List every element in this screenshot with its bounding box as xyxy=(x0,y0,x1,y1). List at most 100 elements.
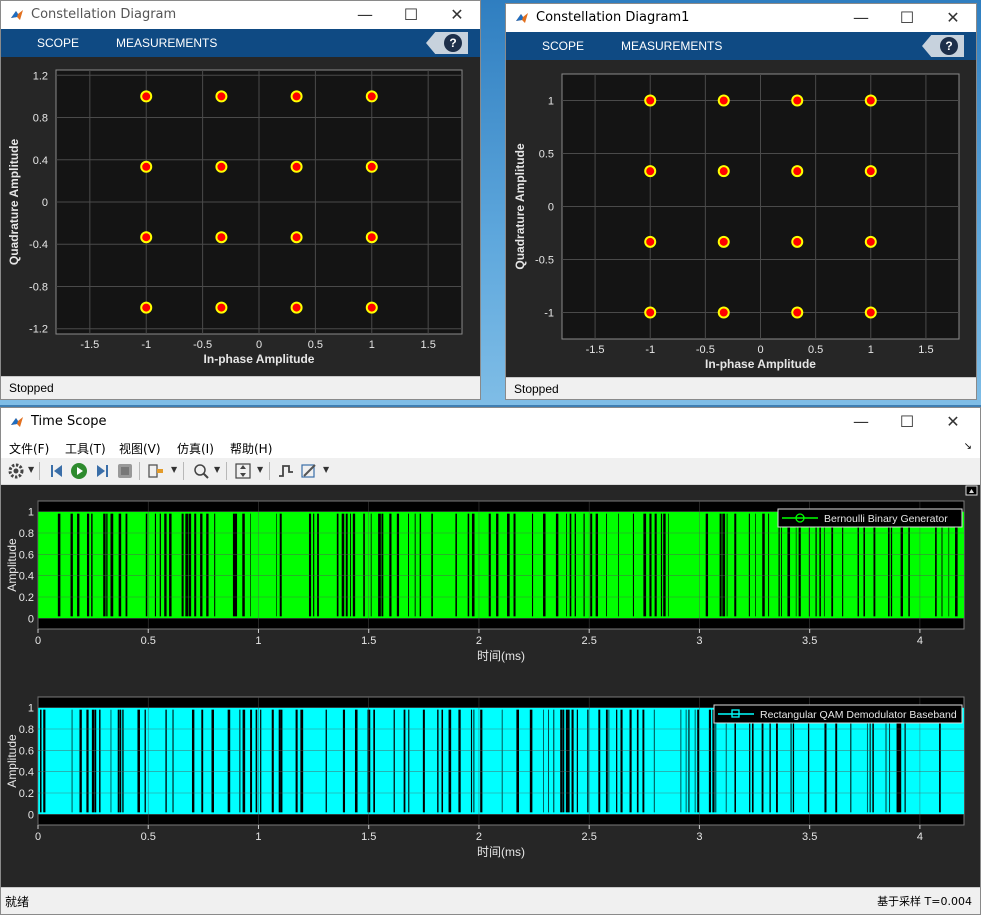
chevron-down-icon[interactable]: ▼ xyxy=(28,465,35,474)
signal-gap xyxy=(543,709,544,813)
constellation-point xyxy=(791,306,804,319)
signal-gap xyxy=(567,709,570,813)
signal-gap xyxy=(276,513,277,617)
maximize-button[interactable]: ☐ xyxy=(899,412,915,431)
x-tick-label: 0.5 xyxy=(141,635,156,647)
step-forward-icon[interactable] xyxy=(93,462,111,480)
signal-gap xyxy=(632,513,634,617)
help-button[interactable]: ? xyxy=(940,37,958,55)
signal-gap xyxy=(235,513,238,617)
legend-box xyxy=(713,704,963,724)
signal-gap xyxy=(629,709,632,813)
undock-icon-arrow xyxy=(969,489,974,493)
signal-gap xyxy=(513,513,516,617)
stop-icon[interactable] xyxy=(116,462,134,480)
x-tick-label: 2.5 xyxy=(582,831,597,843)
signal-gap xyxy=(887,513,890,617)
tab-scope[interactable]: SCOPE xyxy=(37,36,80,50)
zoom-icon[interactable] xyxy=(191,462,211,480)
y-tick-label: 0.2 xyxy=(19,788,34,800)
signal-gap xyxy=(86,709,89,813)
gear-icon[interactable] xyxy=(7,462,25,480)
signal-gap xyxy=(890,513,893,617)
signal-gap xyxy=(91,709,95,813)
close-button[interactable]: ✕ xyxy=(450,5,464,24)
tab-scope[interactable]: SCOPE xyxy=(542,39,585,53)
dock-arrow-icon[interactable]: ↘ xyxy=(963,441,972,452)
constellation-point xyxy=(717,165,730,178)
y-tick-label: 0 xyxy=(28,809,34,821)
signal-gap xyxy=(496,513,499,617)
close-button[interactable]: ✕ xyxy=(946,8,960,27)
signal-gap xyxy=(708,709,711,813)
status-bar: 就绪 基于采样 T=0.004 xyxy=(1,887,980,914)
y-tick-label: 0.4 xyxy=(19,767,34,779)
menu-help[interactable]: 帮助(H) xyxy=(230,442,273,456)
y-tick-label: 0.6 xyxy=(19,745,34,757)
y-tick-label: 1 xyxy=(28,703,34,715)
constellation-point xyxy=(644,165,657,178)
signal-select-icon[interactable] xyxy=(147,462,165,480)
title-bar[interactable]: Constellation Diagram — ☐ ✕ xyxy=(1,1,480,29)
signal-gap xyxy=(574,513,576,617)
menu-view[interactable]: 视图(V) xyxy=(119,442,161,456)
signal-gap xyxy=(408,709,410,813)
signal-gap xyxy=(342,709,346,813)
signal-gap xyxy=(643,513,647,617)
constellation-point xyxy=(290,90,303,103)
x-tick-label: 3 xyxy=(696,635,702,647)
signal-gap xyxy=(137,709,140,813)
menu-bar: 文件(F) 工具(T) 视图(V) 仿真(I) 帮助(H) ↘ xyxy=(1,436,980,458)
step-back-icon[interactable] xyxy=(48,462,66,480)
signal-gap xyxy=(91,513,93,617)
maximize-button[interactable]: ☐ xyxy=(899,8,915,27)
signal-gap xyxy=(798,513,801,617)
signal-gap xyxy=(616,709,618,813)
constellation-point xyxy=(140,90,153,103)
signal-gap xyxy=(653,709,655,813)
signal-gap xyxy=(313,513,315,617)
signal-gap xyxy=(211,709,214,813)
chevron-down-icon[interactable]: ▼ xyxy=(323,465,330,474)
maximize-button[interactable]: ☐ xyxy=(403,5,419,24)
chevron-down-icon[interactable]: ▼ xyxy=(214,465,221,474)
triggers-icon[interactable] xyxy=(277,462,295,480)
title-bar[interactable]: Time Scope — ☐ ✕ xyxy=(1,408,980,436)
minimize-button[interactable]: — xyxy=(357,5,373,24)
signal-gap xyxy=(441,709,444,813)
tab-measurements[interactable]: MEASUREMENTS xyxy=(621,39,723,53)
y-tick-label: -0.5 xyxy=(535,255,554,267)
menu-file[interactable]: 文件(F) xyxy=(9,442,50,456)
x-tick-label: 0.5 xyxy=(808,344,823,356)
menu-tools[interactable]: 工具(T) xyxy=(65,442,106,456)
signal-gap xyxy=(787,513,791,617)
scale-axes-icon[interactable] xyxy=(234,462,252,480)
window-title: Constellation Diagram1 xyxy=(536,10,690,25)
minimize-button[interactable]: — xyxy=(853,412,869,431)
menu-simulation[interactable]: 仿真(I) xyxy=(177,442,214,456)
close-button[interactable]: ✕ xyxy=(946,412,960,431)
constellation-point xyxy=(717,306,730,319)
measurements-icon[interactable] xyxy=(300,462,318,480)
status-bar: Stopped xyxy=(506,377,976,399)
tab-measurements[interactable]: MEASUREMENTS xyxy=(116,36,218,50)
signal-gap xyxy=(271,709,274,813)
legend-label: Bernoulli Binary Generator xyxy=(824,513,948,525)
signal-gap xyxy=(935,513,937,617)
signal-gap xyxy=(605,513,607,617)
title-bar[interactable]: Constellation Diagram1 — ☐ ✕ xyxy=(506,4,976,32)
minimize-button[interactable]: — xyxy=(853,8,869,27)
signal-gap xyxy=(649,513,652,617)
chevron-down-icon[interactable]: ▼ xyxy=(171,465,178,474)
scope-display: 0 0.5 1 1.5 2 2.5 3 3.5 4 1 0.8 0.6 0.4 0.2 0 时间(ms) Amp… xyxy=(1,485,980,889)
constellation-point xyxy=(717,235,730,248)
signal-gap xyxy=(722,513,726,617)
signal-gap xyxy=(595,513,599,617)
signal-gap xyxy=(227,709,231,813)
help-button[interactable]: ? xyxy=(444,34,462,52)
chevron-down-icon[interactable]: ▼ xyxy=(257,465,264,474)
signal-gap xyxy=(566,513,567,617)
signal-gap xyxy=(896,709,900,813)
run-icon[interactable] xyxy=(70,462,88,480)
signal-gap xyxy=(200,513,203,617)
